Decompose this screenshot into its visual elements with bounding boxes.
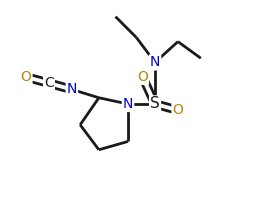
- Text: C: C: [44, 76, 54, 90]
- Text: O: O: [21, 70, 31, 84]
- Text: S: S: [150, 97, 160, 111]
- Text: O: O: [137, 70, 148, 84]
- Text: N: N: [123, 97, 133, 111]
- Text: N: N: [67, 82, 77, 97]
- Text: N: N: [150, 55, 160, 69]
- Text: O: O: [173, 103, 183, 117]
